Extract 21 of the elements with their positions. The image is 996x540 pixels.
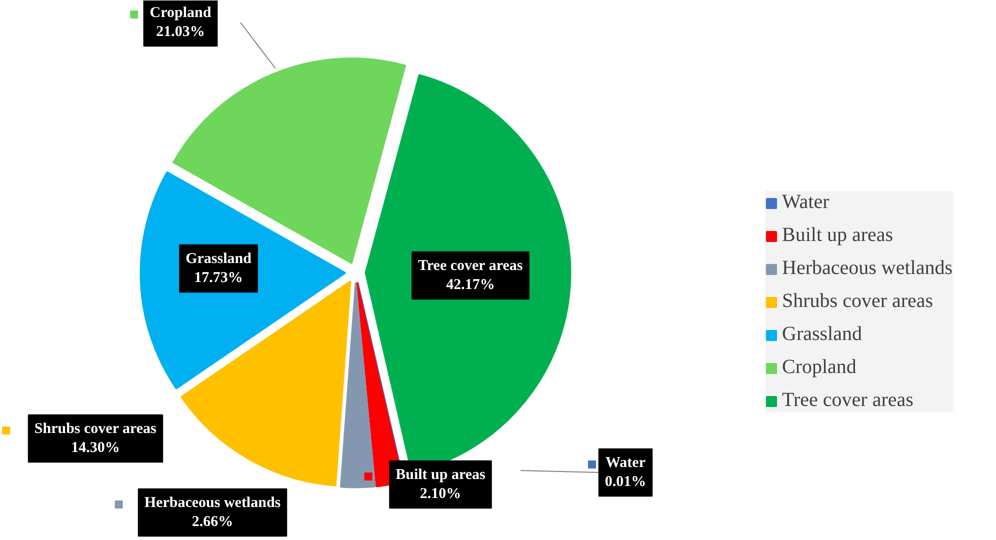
legend-label: Grassland [782,323,862,346]
category-label: Built up areas [782,224,894,246]
data-label: 17.73% [194,270,243,286]
legend-label: Cropland [150,4,212,21]
slice-label: Tree cover areas [418,258,523,274]
legend-label: Herbaceous wetlands [144,494,281,511]
category-label: Cropland [782,356,856,378]
legend-label: Built up areas [396,466,486,483]
category-label: Shrubs cover areas [782,290,934,312]
data-label: 2.66% [192,514,234,530]
data-label: 2.10% [420,486,462,502]
category-label: Herbaceous wetlands [782,257,952,279]
legend-label: Tree cover areas [782,389,914,412]
category-label: Water [782,191,830,213]
data-label: 0.01% [604,474,646,490]
data-label: 21.03% [156,24,205,40]
data-label: 42.17% [446,277,495,294]
slice-label: Grassland [186,250,252,267]
data-label: 14.30% [71,440,120,456]
legend-label: Water [606,454,646,471]
legend-label: Shrubs cover areas [34,420,156,437]
